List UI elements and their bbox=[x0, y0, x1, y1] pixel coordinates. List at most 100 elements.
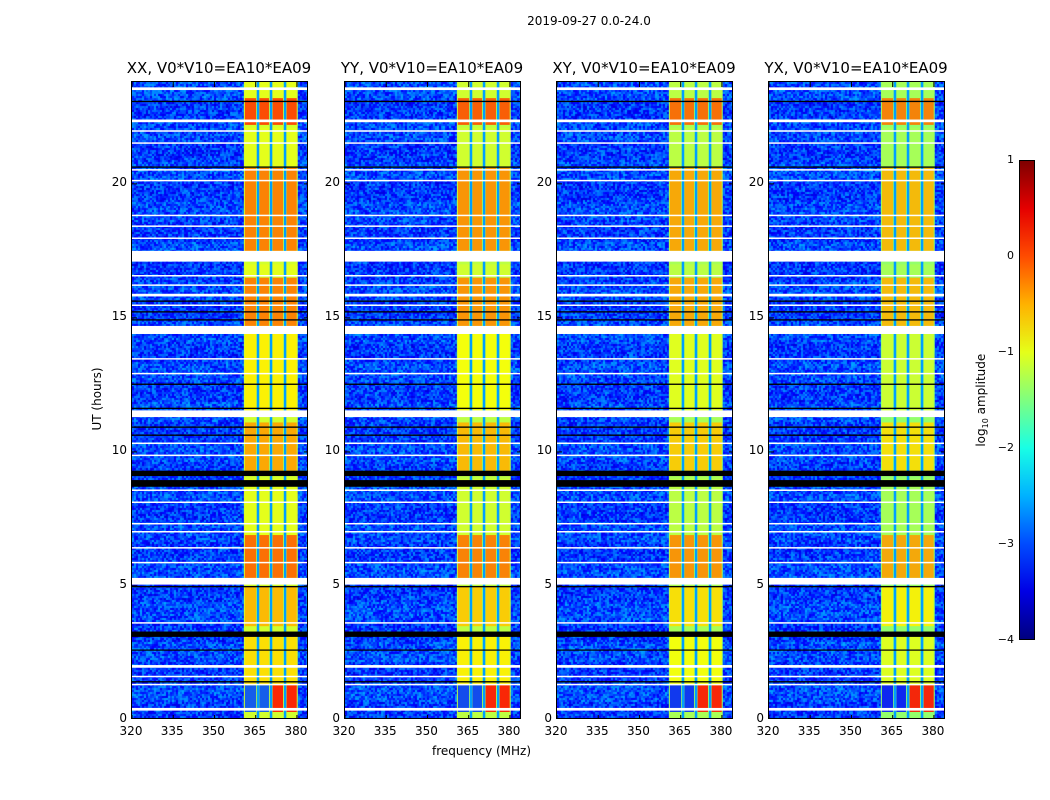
flagged-row bbox=[345, 561, 520, 564]
colorbar bbox=[1019, 160, 1035, 640]
dark-row bbox=[769, 166, 944, 168]
band-cell bbox=[499, 98, 510, 125]
flagged-row bbox=[557, 454, 732, 457]
flagged-row bbox=[557, 225, 732, 227]
band-cell bbox=[485, 422, 496, 471]
dark-row bbox=[345, 434, 520, 436]
band-cell bbox=[286, 98, 297, 125]
flagged-row bbox=[345, 130, 520, 132]
band-cell bbox=[881, 422, 894, 471]
flagged-row bbox=[557, 325, 732, 334]
flagged-row bbox=[557, 665, 732, 668]
band-cell bbox=[711, 422, 722, 471]
band-cell bbox=[896, 631, 906, 686]
heatmap-marks bbox=[345, 82, 520, 718]
band-cell bbox=[259, 585, 269, 627]
band-cell bbox=[259, 264, 269, 276]
band-cell bbox=[499, 685, 510, 712]
band-cell bbox=[259, 127, 269, 168]
flagged-row bbox=[345, 275, 520, 277]
band-cell bbox=[485, 264, 496, 276]
band-cell bbox=[259, 422, 269, 471]
band-cell bbox=[896, 422, 906, 471]
dark-row bbox=[557, 434, 732, 436]
band-cell bbox=[272, 127, 283, 168]
band-cell bbox=[684, 631, 694, 686]
flagged-row bbox=[557, 561, 732, 564]
band-cell bbox=[669, 685, 682, 712]
flagged-row bbox=[132, 250, 307, 262]
band-cell bbox=[244, 98, 257, 125]
band-cell bbox=[923, 535, 934, 578]
flagged-row bbox=[345, 169, 520, 171]
x-tick bbox=[213, 715, 215, 718]
y-tick bbox=[769, 183, 774, 185]
dark-row bbox=[769, 100, 944, 103]
x-tick bbox=[892, 715, 894, 718]
band-cell bbox=[923, 167, 934, 251]
dark-row bbox=[132, 407, 307, 410]
x-tick bbox=[933, 715, 935, 718]
band-cell bbox=[697, 98, 708, 125]
band-cell bbox=[684, 685, 694, 712]
spectrogram-panel bbox=[344, 81, 521, 719]
flagged-row bbox=[557, 293, 732, 297]
dark-row bbox=[769, 470, 944, 477]
band-cell bbox=[923, 685, 934, 712]
y-tick bbox=[345, 317, 350, 319]
dark-row bbox=[132, 311, 307, 313]
x-tick bbox=[509, 82, 511, 87]
x-tick bbox=[597, 82, 599, 87]
flagged-row bbox=[132, 454, 307, 457]
y-tick-label: 5 bbox=[332, 576, 340, 591]
flagged-row bbox=[557, 119, 732, 123]
dark-row bbox=[769, 426, 944, 428]
band-cell bbox=[457, 478, 470, 536]
band-cell bbox=[909, 98, 920, 125]
dark-row bbox=[345, 480, 520, 487]
band-cell bbox=[244, 422, 257, 471]
dark-row bbox=[557, 300, 732, 302]
flagged-row bbox=[132, 547, 307, 549]
flagged-row bbox=[769, 293, 944, 297]
y-axis-label: UT (hours) bbox=[90, 367, 104, 431]
dark-row bbox=[132, 434, 307, 436]
band-cell bbox=[457, 631, 470, 686]
dark-row bbox=[557, 319, 732, 321]
x-tick bbox=[385, 82, 387, 87]
band-cell bbox=[881, 264, 894, 276]
flagged-row bbox=[132, 225, 307, 227]
band-cell bbox=[711, 585, 722, 627]
flagged-row bbox=[769, 250, 944, 262]
y-tick bbox=[304, 317, 307, 319]
band-cell bbox=[669, 167, 682, 251]
dark-row bbox=[132, 426, 307, 428]
band-cell bbox=[697, 167, 708, 251]
dark-row bbox=[769, 407, 944, 410]
channel-gap bbox=[496, 82, 500, 718]
flagged-row bbox=[132, 622, 307, 624]
band-cell bbox=[286, 685, 297, 712]
dark-row bbox=[557, 383, 732, 385]
colorbar-tick-label: −2 bbox=[997, 441, 1014, 454]
flagged-row bbox=[769, 442, 944, 445]
flagged-row bbox=[769, 683, 944, 686]
flagged-row bbox=[769, 410, 944, 418]
y-tick bbox=[517, 317, 520, 319]
band-cell bbox=[272, 631, 283, 686]
band-cell bbox=[472, 264, 482, 276]
band-cell bbox=[485, 585, 496, 627]
band-cell bbox=[909, 631, 920, 686]
flagged-row bbox=[132, 372, 307, 375]
y-tick bbox=[729, 585, 732, 587]
band-cell bbox=[286, 127, 297, 168]
flagged-row bbox=[345, 410, 520, 418]
dark-row bbox=[557, 311, 732, 313]
dark-row bbox=[769, 311, 944, 313]
flagged-row bbox=[132, 237, 307, 239]
band-cell bbox=[272, 167, 283, 251]
spectrogram-panel bbox=[131, 81, 308, 719]
flagged-row bbox=[769, 214, 944, 217]
flagged-row bbox=[345, 250, 520, 262]
y-tick bbox=[769, 585, 774, 587]
